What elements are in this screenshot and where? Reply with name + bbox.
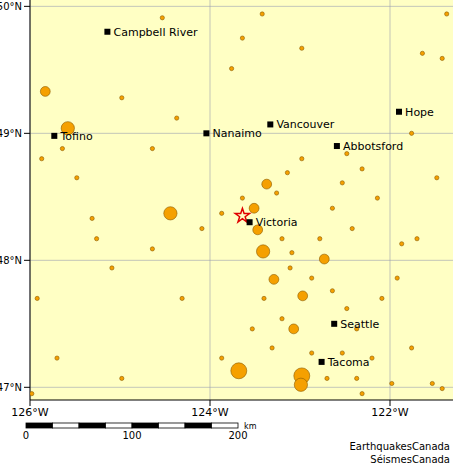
- svg-text:Hope: Hope: [405, 106, 434, 119]
- svg-text:48°N: 48°N: [8, 255, 22, 266]
- svg-text:Seattle: Seattle: [340, 318, 379, 331]
- svg-text:126°W: 126°W: [11, 406, 48, 419]
- svg-text:SéismesCanada: SéismesCanada: [370, 454, 447, 465]
- svg-text:47°N: 47°N: [8, 382, 22, 393]
- svg-text:122°W: 122°W: [371, 406, 408, 419]
- svg-text:Campbell River: Campbell River: [114, 26, 198, 39]
- svg-text:Abbotsford: Abbotsford: [343, 140, 403, 153]
- svg-text:Tofino: Tofino: [59, 130, 92, 143]
- svg-text:200: 200: [228, 430, 247, 441]
- svg-text:50°N: 50°N: [8, 1, 22, 12]
- svg-text:km: km: [244, 422, 257, 431]
- svg-text:124°W: 124°W: [191, 406, 228, 419]
- svg-text:Victoria: Victoria: [256, 216, 298, 229]
- svg-text:Nanaimo: Nanaimo: [213, 127, 262, 140]
- svg-text:49°N: 49°N: [8, 128, 22, 139]
- svg-text:Tacoma: Tacoma: [327, 356, 370, 369]
- svg-text:Vancouver: Vancouver: [276, 118, 334, 131]
- svg-text:100: 100: [122, 430, 141, 441]
- svg-text:EarthquakesCanada: EarthquakesCanada: [350, 441, 447, 452]
- svg-text:0: 0: [23, 430, 29, 441]
